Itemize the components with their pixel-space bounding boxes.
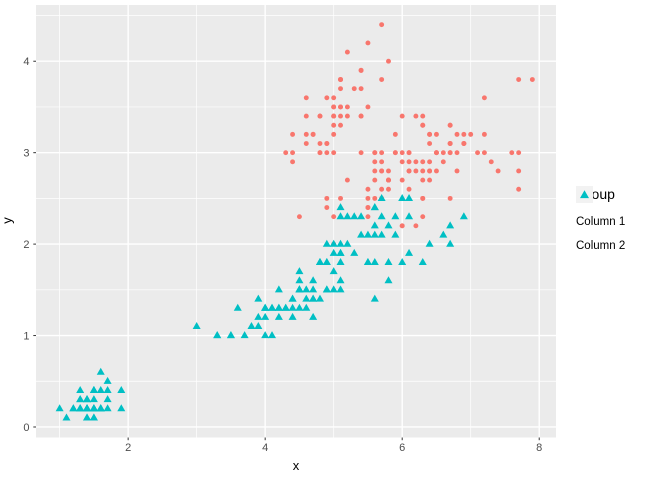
y-axis-ticks xyxy=(33,60,36,428)
x-axis-ticks xyxy=(127,437,540,441)
grid-minor-lines xyxy=(36,5,556,438)
series-column-2-points xyxy=(55,193,468,421)
series-column-1-points xyxy=(283,22,535,247)
triangle-key-icon xyxy=(576,186,593,203)
x-tick-label: 4 xyxy=(262,442,268,454)
y-axis-tick-labels: 0 1 2 3 4 xyxy=(23,56,29,434)
legend: Group Column 1 Column 2 xyxy=(576,186,625,258)
legend-item-column-2: Column 2 xyxy=(576,186,626,258)
y-tick-label: 1 xyxy=(23,330,29,342)
x-axis-title: x xyxy=(292,458,300,473)
plot-panel xyxy=(36,5,556,438)
legend-item-label: Column 1 xyxy=(576,216,626,228)
y-tick-label: 0 xyxy=(23,422,29,434)
y-tick-label: 3 xyxy=(23,147,29,159)
y-tick-label: 4 xyxy=(23,56,29,68)
y-tick-label: 2 xyxy=(23,239,29,251)
x-tick-label: 8 xyxy=(536,442,542,454)
x-tick-label: 2 xyxy=(125,442,131,454)
x-axis-tick-labels: 2 4 6 8 xyxy=(125,442,542,454)
grid-major-lines xyxy=(36,5,556,438)
legend-items: Column 1 Column 2 xyxy=(576,186,626,258)
legend-item-column-1: Column 1 xyxy=(576,186,626,234)
y-axis-title: y xyxy=(0,217,15,224)
legend-item-label: Column 2 xyxy=(576,240,626,252)
x-tick-label: 6 xyxy=(399,442,405,454)
